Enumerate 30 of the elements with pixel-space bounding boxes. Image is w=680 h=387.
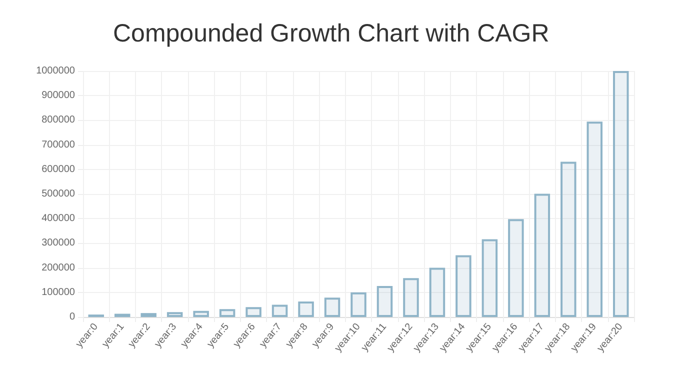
bar [219,309,236,317]
y-tick-label: 1000000 [36,66,76,76]
y-tick-label: 400000 [42,213,76,224]
bar [403,278,419,317]
y-tick-label: 800000 [42,114,76,126]
bar [166,312,183,317]
bar [324,298,340,317]
bar [586,122,603,317]
bar [560,162,576,317]
y-tick-label: 300000 [42,238,76,249]
y-tick-label: 0 [69,312,76,322]
bar [246,307,262,317]
bar [613,71,629,317]
bar [456,255,472,317]
bar [350,292,366,317]
y-tick-label: 900000 [42,90,76,102]
bar [429,268,446,317]
bar [534,194,550,317]
bar [482,239,498,317]
bar [193,310,209,317]
y-tick-label: 200000 [42,262,76,274]
bar [508,219,524,317]
chart-title: Compounded Growth Chart with CAGR [113,20,550,48]
y-tick-label: 600000 [42,164,76,175]
bar [272,304,288,317]
bar [376,286,393,317]
bar [298,302,314,317]
y-tick-label: 700000 [42,139,76,150]
y-tick-label: 500000 [42,188,76,200]
y-tick-label: 100000 [42,286,76,298]
